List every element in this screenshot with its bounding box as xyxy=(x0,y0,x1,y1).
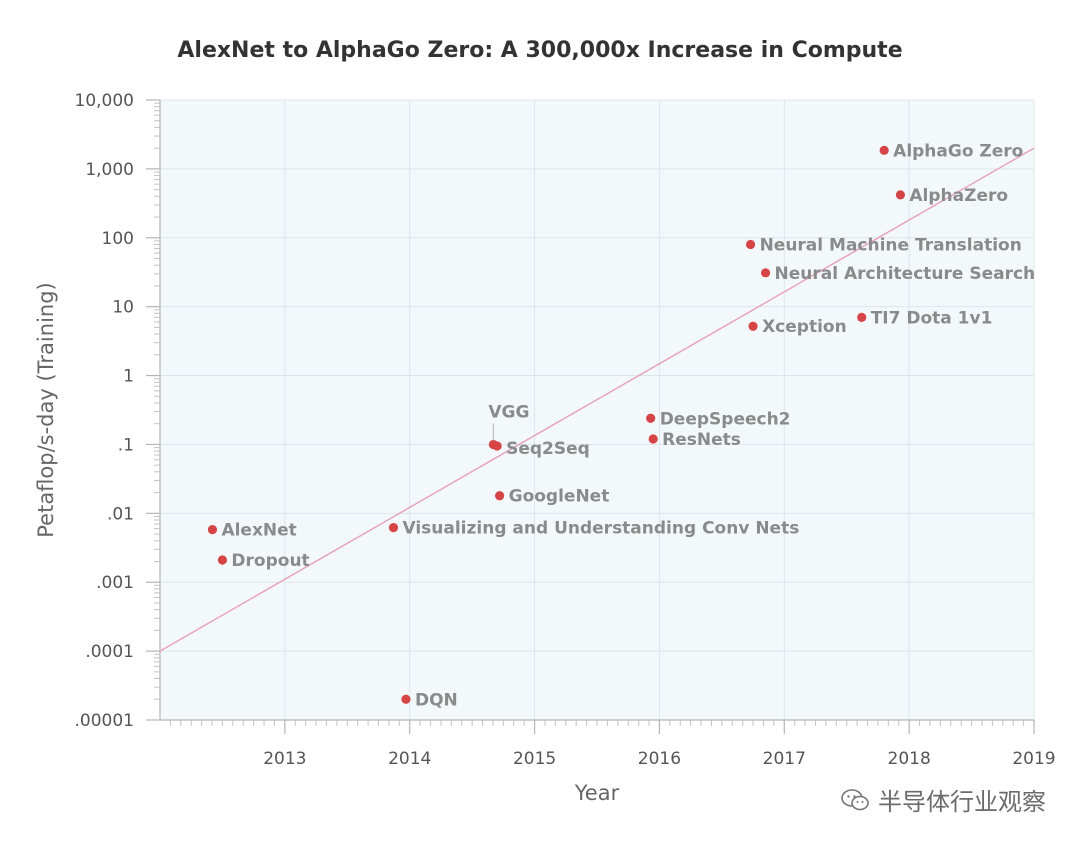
plot-area xyxy=(160,100,1034,720)
point-label-visualizing-and-understanding-conv-nets: Visualizing and Understanding Conv Nets xyxy=(402,519,799,539)
point-label-dropout: Dropout xyxy=(231,551,309,571)
y-tick-label: .01 xyxy=(107,504,134,524)
data-point-resnets xyxy=(648,434,658,444)
data-points: AlphaGo Zero AlphaZero Neural Machine Tran… xyxy=(207,141,1036,710)
x-tick-label: 2014 xyxy=(388,749,431,769)
y-tick-label: .0001 xyxy=(85,642,134,662)
chart-title: AlexNet to AlphaGo Zero: A 300,000x Incr… xyxy=(177,38,903,63)
point-label-resnets: ResNets xyxy=(662,430,741,450)
y-tick-label: 10 xyxy=(112,298,134,318)
y-tick-label: 1,000 xyxy=(85,160,134,180)
data-point-xception xyxy=(748,321,758,331)
point-label-alexnet: AlexNet xyxy=(221,521,296,541)
x-axis-title: Year xyxy=(574,781,620,805)
grid-lines xyxy=(160,99,1035,721)
point-label-xception: Xception xyxy=(762,317,847,337)
y-tick-label: 100 xyxy=(102,229,134,249)
point-label-alphago-zero: AlphaGo Zero xyxy=(893,141,1023,161)
y-tick-label: 1 xyxy=(123,367,134,387)
data-point-dqn xyxy=(401,694,411,704)
y-tick-label: .1 xyxy=(118,435,134,455)
data-point-dropout xyxy=(217,555,228,565)
watermark: 半导体行业观察 xyxy=(840,782,1046,817)
point-label-vgg: VGG xyxy=(488,402,529,422)
data-point-neural-machine-translation xyxy=(745,239,756,250)
wechat-icon xyxy=(841,788,869,810)
x-tick-label: 2019 xyxy=(1012,749,1055,769)
point-label-deepspeech2: DeepSpeech2 xyxy=(660,409,791,429)
trend-line xyxy=(159,147,1035,652)
y-axis-title: Petaflop/s-day (Training) xyxy=(34,282,58,538)
data-point-alexnet xyxy=(207,525,218,535)
point-label-alphazero: AlphaZero xyxy=(909,186,1008,206)
watermark-text: 半导体行业观察 xyxy=(878,788,1046,816)
data-point-neural-architecture-search xyxy=(760,268,771,278)
x-tick-label: 2015 xyxy=(513,749,556,769)
data-point-alphago-zero xyxy=(879,145,889,155)
point-label-seq2seq: Seq2Seq xyxy=(506,439,590,459)
point-label-ti7-dota-1v1: TI7 Dota 1v1 xyxy=(871,308,993,328)
point-label-neural-machine-translation: Neural Machine Translation xyxy=(760,235,1022,255)
y-tick-label: 10,000 xyxy=(75,91,134,111)
trend-line-group xyxy=(159,147,1035,652)
x-tick-label: 2017 xyxy=(763,749,806,769)
x-tick-label: 2013 xyxy=(263,749,306,769)
y-tick-label: .001 xyxy=(96,573,134,593)
x-tick-label: 2016 xyxy=(638,749,681,769)
data-point-ti7-dota-1v1 xyxy=(857,312,867,322)
x-tick-label: 2018 xyxy=(888,749,931,769)
y-tick-label: .00001 xyxy=(75,711,134,731)
point-label-neural-architecture-search: Neural Architecture Search xyxy=(775,264,1036,284)
data-point-visualizing-and-understanding-conv-nets xyxy=(388,523,399,533)
axes: .00001 .0001 .001 .01 .1 1 10 100 1,000 10,000 201… xyxy=(75,91,1056,769)
data-point-seq2seq xyxy=(492,441,502,451)
point-label-dqn: DQN xyxy=(415,690,458,710)
data-point-deepspeech2 xyxy=(646,413,656,423)
point-label-googlenet: GoogleNet xyxy=(509,487,610,507)
data-point-alphazero xyxy=(895,190,906,200)
data-point-googlenet xyxy=(495,491,505,501)
